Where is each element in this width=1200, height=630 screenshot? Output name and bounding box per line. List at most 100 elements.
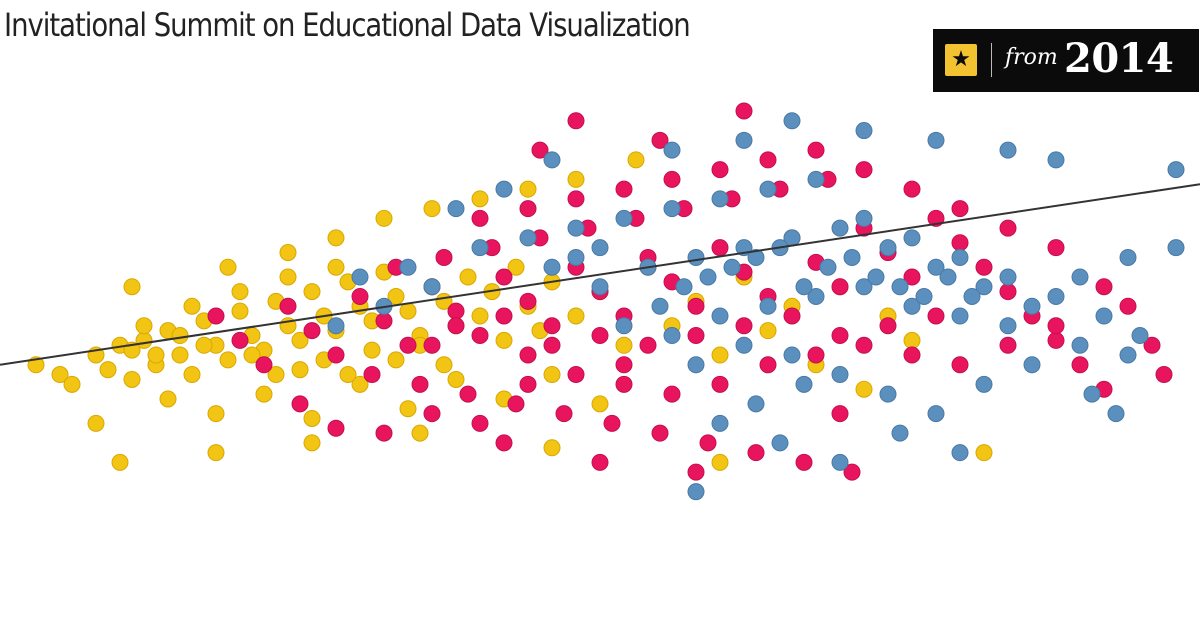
data-point-blue [747, 248, 765, 266]
page-title: Invitational Summit on Educational Data … [4, 6, 691, 44]
data-point-blue [1047, 151, 1065, 169]
data-point-pink [507, 395, 525, 413]
data-point-blue [903, 297, 921, 315]
data-point-pink [951, 234, 969, 252]
data-point-yellow [267, 366, 285, 384]
data-point-blue [447, 200, 465, 218]
data-point-blue [891, 424, 909, 442]
data-point-pink [495, 434, 513, 452]
data-point-blue [879, 385, 897, 403]
data-point-pink [1143, 336, 1161, 354]
data-point-pink [423, 336, 441, 354]
data-point-yellow [195, 336, 213, 354]
data-point-blue [891, 278, 909, 296]
data-point-yellow [111, 453, 129, 471]
data-point-pink [207, 307, 225, 325]
data-point-yellow [219, 258, 237, 276]
data-point-blue [963, 287, 981, 305]
data-point-pink [903, 268, 921, 286]
data-point-pink [279, 297, 297, 315]
data-point-yellow [351, 375, 369, 393]
data-point-pink [567, 190, 585, 208]
data-point-yellow [255, 385, 273, 403]
data-point-blue [1095, 307, 1113, 325]
data-point-pink [1119, 297, 1137, 315]
data-point-yellow [327, 258, 345, 276]
data-point-yellow [159, 390, 177, 408]
data-point-pink [399, 336, 417, 354]
data-point-blue [687, 248, 705, 266]
data-point-pink [363, 366, 381, 384]
data-point-pink [687, 327, 705, 345]
data-point-pink [375, 424, 393, 442]
data-point-yellow [399, 400, 417, 418]
data-point-pink [807, 141, 825, 159]
data-point-pink [855, 336, 873, 354]
data-point-blue [927, 258, 945, 276]
data-point-blue [807, 170, 825, 188]
data-point-blue [543, 258, 561, 276]
data-point-yellow [447, 370, 465, 388]
data-point-pink [747, 444, 765, 462]
data-point-pink [435, 248, 453, 266]
data-point-blue [399, 258, 417, 276]
data-point-yellow [183, 297, 201, 315]
data-point-pink [663, 385, 681, 403]
data-point-yellow [759, 322, 777, 340]
data-point-blue [615, 317, 633, 335]
data-point-yellow [903, 331, 921, 349]
data-point-pink [831, 327, 849, 345]
data-point-yellow [627, 151, 645, 169]
data-point-blue [939, 268, 957, 286]
data-point-blue [855, 278, 873, 296]
data-point-blue [519, 229, 537, 247]
data-point-pink [615, 356, 633, 374]
data-point-pink [351, 287, 369, 305]
data-point-pink [591, 327, 609, 345]
data-point-yellow [123, 278, 141, 296]
data-point-yellow [231, 283, 249, 301]
data-point-yellow [495, 331, 513, 349]
data-point-pink [651, 131, 669, 149]
data-point-pink [255, 356, 273, 374]
data-point-blue [1071, 336, 1089, 354]
data-point-pink [471, 327, 489, 345]
data-point-pink [735, 102, 753, 120]
data-point-blue [567, 248, 585, 266]
data-point-pink [831, 278, 849, 296]
data-point-pink [711, 161, 729, 179]
data-point-pink [687, 463, 705, 481]
series-pink [207, 102, 1173, 481]
data-point-blue [723, 258, 741, 276]
data-point-yellow [375, 209, 393, 227]
data-point-pink [735, 317, 753, 335]
data-point-blue [351, 268, 369, 286]
data-point-yellow [435, 356, 453, 374]
data-point-blue [819, 258, 837, 276]
data-point-yellow [471, 190, 489, 208]
data-point-blue [735, 336, 753, 354]
data-point-yellow [459, 268, 477, 286]
data-point-yellow [303, 409, 321, 427]
data-point-blue [1047, 287, 1065, 305]
data-point-blue [327, 317, 345, 335]
data-point-blue [771, 434, 789, 452]
data-point-pink [1095, 278, 1113, 296]
data-point-pink [807, 346, 825, 364]
data-point-pink [831, 405, 849, 423]
data-point-blue [1119, 346, 1137, 364]
data-point-blue [759, 180, 777, 198]
data-point-yellow [291, 331, 309, 349]
data-point-pink [291, 395, 309, 413]
data-point-pink [447, 302, 465, 320]
data-point-blue [999, 268, 1017, 286]
data-point-blue [495, 180, 513, 198]
data-point-pink [927, 307, 945, 325]
data-point-yellow [243, 346, 261, 364]
data-point-pink [531, 141, 549, 159]
data-point-yellow [219, 351, 237, 369]
data-point-pink [663, 170, 681, 188]
data-point-yellow [975, 444, 993, 462]
data-point-pink [543, 317, 561, 335]
data-point-blue [951, 307, 969, 325]
